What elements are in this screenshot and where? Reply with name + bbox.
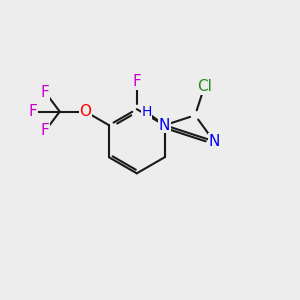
Text: Cl: Cl	[197, 79, 212, 94]
Text: F: F	[132, 74, 141, 89]
Text: O: O	[80, 104, 92, 119]
Text: F: F	[28, 104, 37, 119]
Text: N: N	[208, 134, 220, 149]
Text: F: F	[41, 123, 50, 138]
Text: H: H	[141, 105, 152, 119]
Text: F: F	[41, 85, 50, 100]
Text: N: N	[159, 118, 170, 133]
